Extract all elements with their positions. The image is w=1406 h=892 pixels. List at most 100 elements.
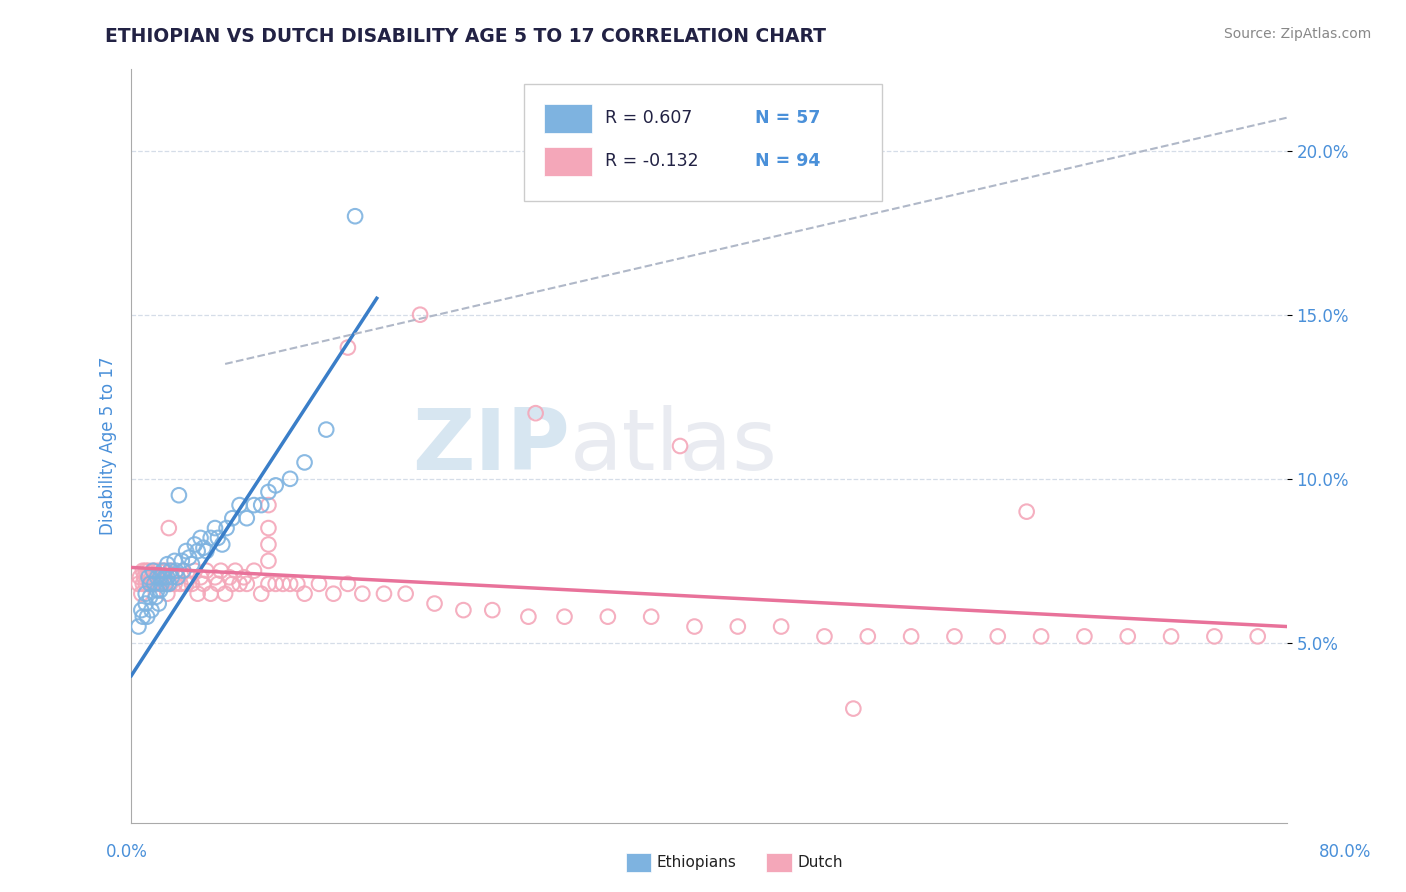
Point xyxy=(221,577,243,591)
Point xyxy=(177,550,200,565)
Point xyxy=(132,564,155,578)
Point xyxy=(640,609,662,624)
Point xyxy=(215,521,238,535)
Point xyxy=(243,564,266,578)
Point xyxy=(142,577,165,591)
Point xyxy=(187,587,209,601)
Point xyxy=(195,564,218,578)
Point xyxy=(155,577,177,591)
Point xyxy=(278,472,301,486)
Point xyxy=(209,564,232,578)
Point xyxy=(1015,505,1038,519)
Point xyxy=(1247,629,1270,643)
Point xyxy=(141,603,163,617)
Point xyxy=(152,564,174,578)
Point xyxy=(150,570,173,584)
Point xyxy=(157,577,180,591)
Point xyxy=(163,577,186,591)
Point xyxy=(1160,629,1182,643)
Point xyxy=(257,498,280,512)
Point xyxy=(132,609,155,624)
Point xyxy=(243,498,266,512)
Point xyxy=(153,570,176,584)
Point xyxy=(135,564,157,578)
Point xyxy=(135,577,157,591)
Point xyxy=(294,455,316,469)
Point xyxy=(257,537,280,551)
Point xyxy=(138,564,160,578)
Point xyxy=(136,570,159,584)
Point xyxy=(148,597,170,611)
Point xyxy=(987,629,1010,643)
Point xyxy=(156,570,179,584)
Point xyxy=(257,554,280,568)
Point xyxy=(169,577,191,591)
Point xyxy=(322,587,344,601)
Point xyxy=(336,577,359,591)
Point xyxy=(143,577,166,591)
Point xyxy=(236,577,259,591)
Point xyxy=(138,570,160,584)
Point xyxy=(207,577,229,591)
Point xyxy=(409,308,432,322)
Point xyxy=(373,587,395,601)
Point xyxy=(127,619,149,633)
Point xyxy=(174,544,197,558)
Point xyxy=(150,577,173,591)
Point xyxy=(395,587,418,601)
Point xyxy=(193,577,215,591)
Point xyxy=(172,564,194,578)
Point xyxy=(257,521,280,535)
Point xyxy=(770,619,793,633)
Point xyxy=(190,531,212,545)
Point xyxy=(177,570,200,584)
Point xyxy=(131,587,153,601)
Point xyxy=(159,577,181,591)
Text: atlas: atlas xyxy=(571,404,779,488)
Point xyxy=(900,629,922,643)
Point xyxy=(135,587,157,601)
Point xyxy=(172,564,194,578)
Point xyxy=(139,577,162,591)
Point xyxy=(257,577,280,591)
Point xyxy=(250,498,273,512)
Text: Source: ZipAtlas.com: Source: ZipAtlas.com xyxy=(1223,27,1371,41)
Point xyxy=(157,521,180,535)
Point xyxy=(271,577,294,591)
Point xyxy=(228,577,250,591)
Point xyxy=(146,577,169,591)
Point xyxy=(149,583,172,598)
Point xyxy=(856,629,879,643)
Point xyxy=(264,478,287,492)
Point xyxy=(1204,629,1226,643)
Point xyxy=(294,587,316,601)
Point xyxy=(184,564,207,578)
Point xyxy=(135,597,157,611)
Point xyxy=(149,570,172,584)
Text: ZIP: ZIP xyxy=(412,404,571,488)
Point xyxy=(193,541,215,555)
FancyBboxPatch shape xyxy=(524,84,882,201)
Point xyxy=(148,564,170,578)
Text: R = 0.607: R = 0.607 xyxy=(605,109,692,127)
Text: N = 94: N = 94 xyxy=(755,152,821,169)
Point xyxy=(344,209,367,223)
Text: 80.0%: 80.0% xyxy=(1319,843,1371,861)
Text: ETHIOPIAN VS DUTCH DISABILITY AGE 5 TO 17 CORRELATION CHART: ETHIOPIAN VS DUTCH DISABILITY AGE 5 TO 1… xyxy=(105,27,827,45)
Point xyxy=(257,485,280,500)
Point xyxy=(184,537,207,551)
Point xyxy=(553,609,575,624)
Point xyxy=(200,587,222,601)
Point xyxy=(308,577,330,591)
Text: R = -0.132: R = -0.132 xyxy=(605,152,699,169)
Point xyxy=(136,609,159,624)
Point xyxy=(423,597,446,611)
Point xyxy=(842,701,865,715)
Point xyxy=(134,570,156,584)
Point xyxy=(200,531,222,545)
Text: 0.0%: 0.0% xyxy=(105,843,148,861)
Point xyxy=(139,590,162,604)
Point xyxy=(224,564,246,578)
Point xyxy=(207,531,229,545)
Point xyxy=(132,577,155,591)
